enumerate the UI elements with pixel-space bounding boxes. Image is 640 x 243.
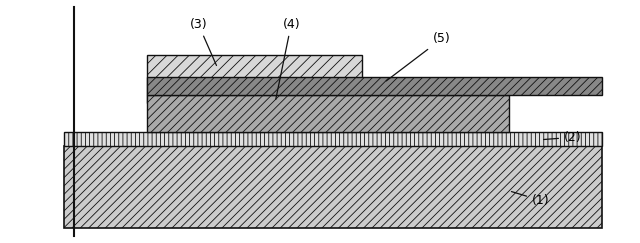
Bar	[147, 95, 509, 132]
Text: (1): (1)	[511, 191, 550, 207]
Text: (3): (3)	[189, 18, 216, 66]
Bar	[147, 55, 362, 103]
Text: (4): (4)	[276, 18, 300, 99]
Text: (2): (2)	[543, 131, 582, 144]
Text: (5): (5)	[386, 32, 451, 81]
Bar	[64, 146, 602, 228]
Bar	[64, 132, 602, 146]
Bar	[147, 77, 602, 95]
